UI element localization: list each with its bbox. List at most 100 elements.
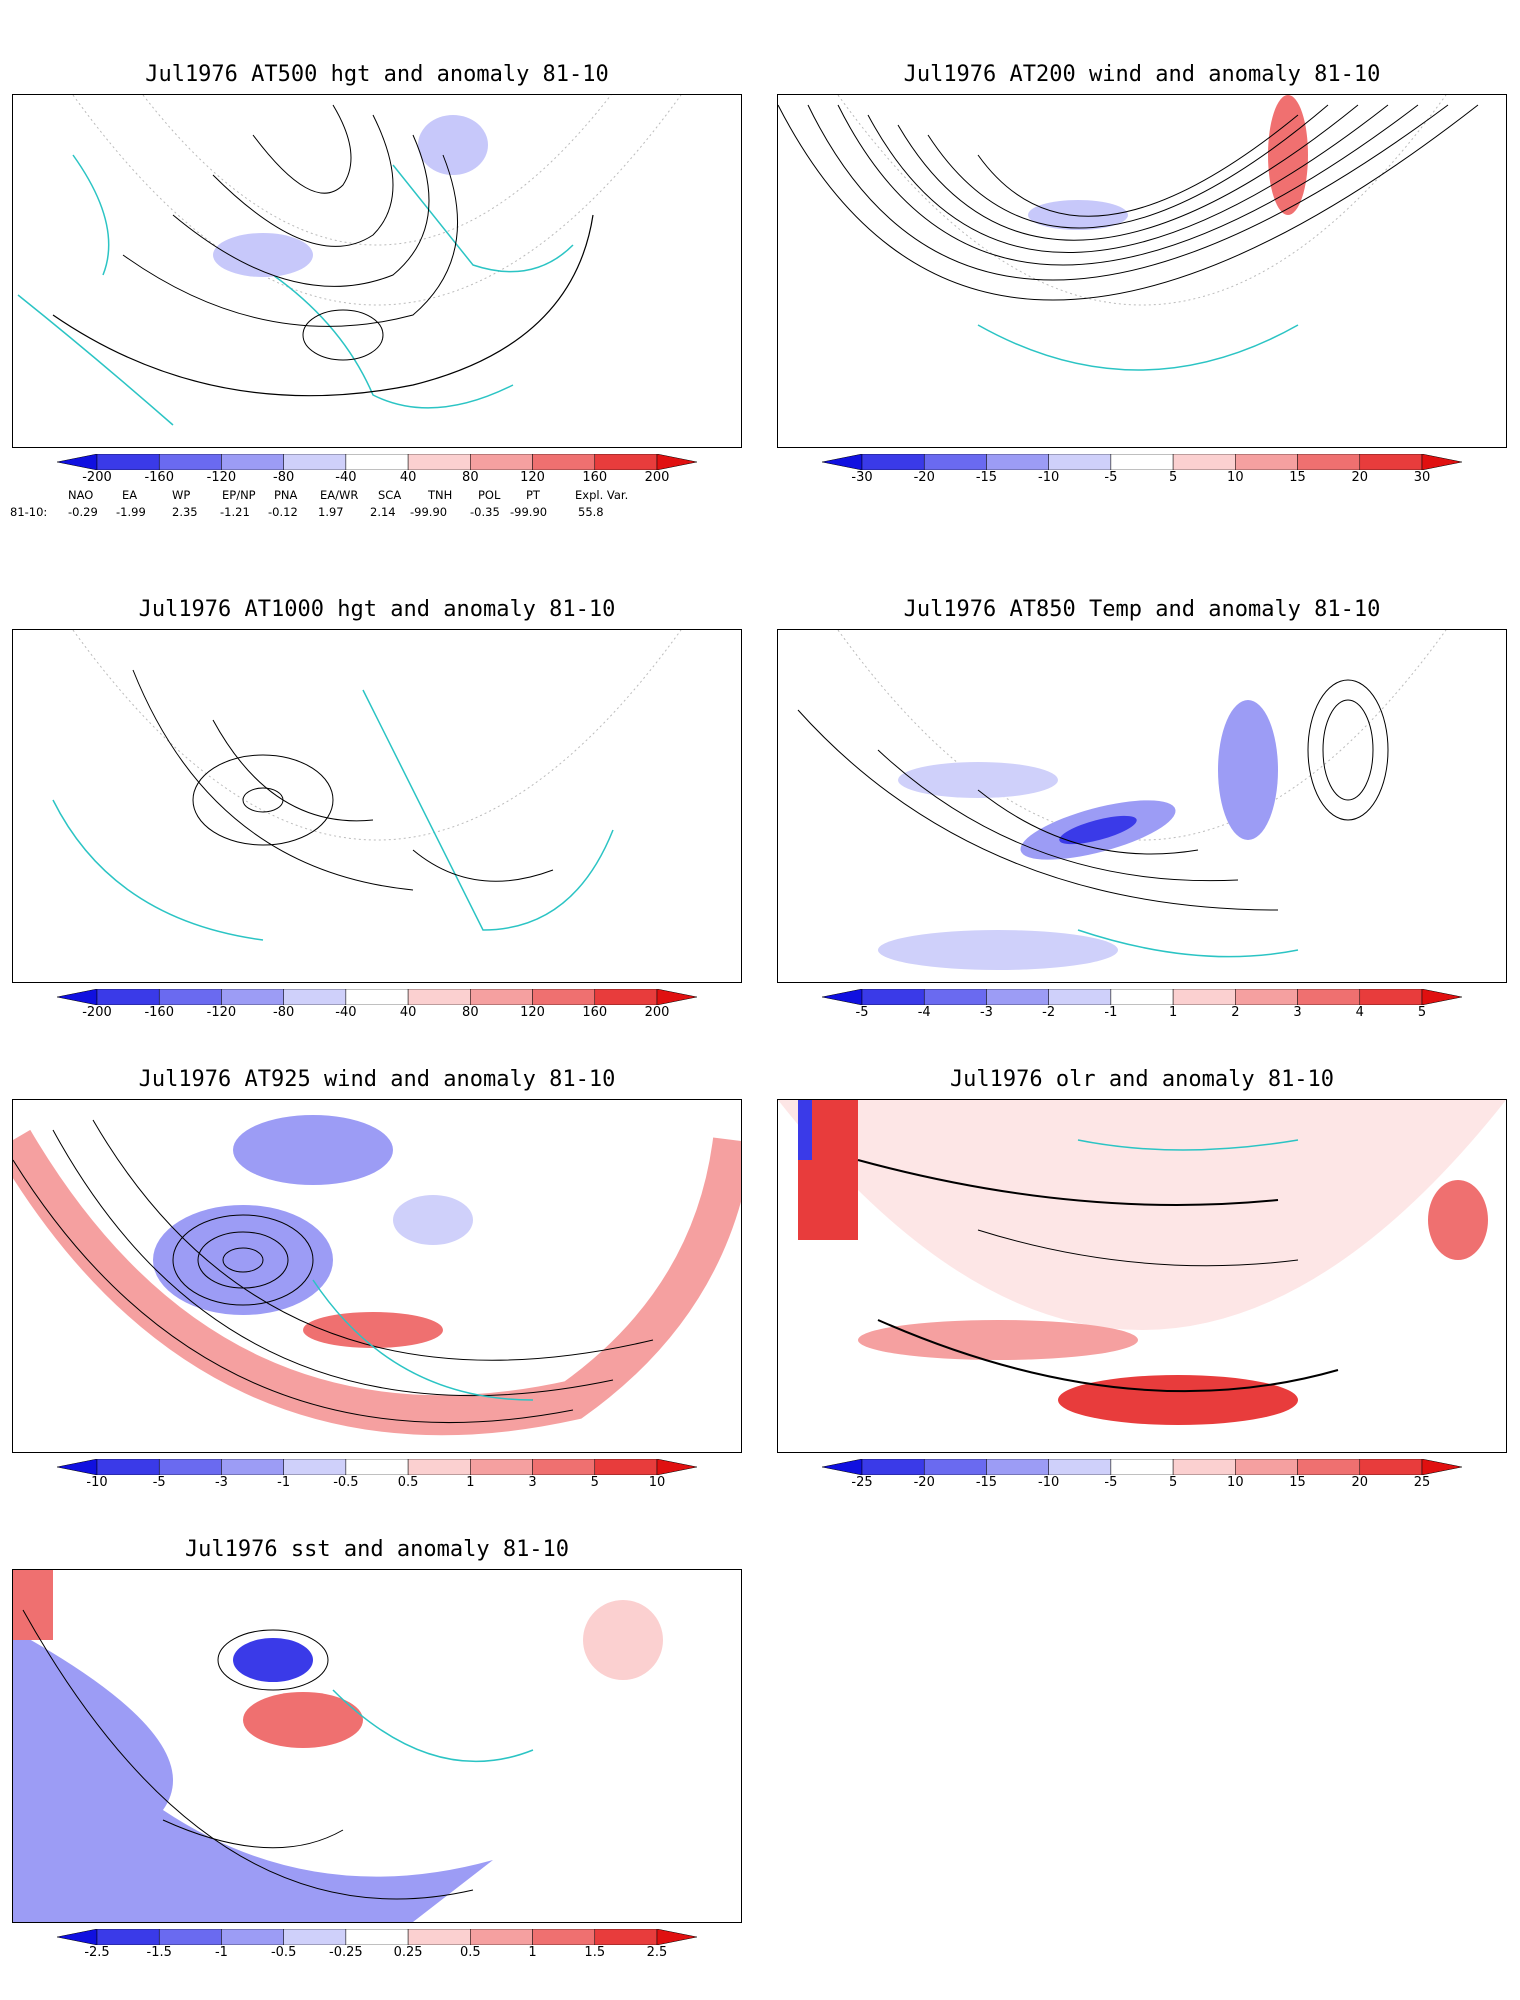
- colorbar-segment: [986, 1458, 1049, 1476]
- colorbar-tick-label: -200: [82, 1005, 112, 1020]
- panel-1000hgt: Jul1976 AT1000 hgt and anomaly 81-10 -20…: [12, 595, 742, 1035]
- colorbar-segment: [96, 1928, 160, 1946]
- colorbar-segment: [283, 1928, 347, 1946]
- colorbar-tick-label: -10: [1038, 1475, 1060, 1490]
- teleconnection-header: EA/WR: [320, 488, 359, 502]
- colorbar-segment: [283, 988, 347, 1006]
- colorbar-tick-label: -80: [273, 1005, 295, 1020]
- colorbar-tick-label: 40: [399, 1005, 417, 1020]
- panel-sst: Jul1976 sst and anomaly 81-10 -2.5 -1.5 -1…: [12, 1535, 742, 1975]
- colorbar-tick-label: 40: [399, 470, 417, 485]
- colorbar-segment: [923, 1458, 987, 1476]
- colorbar-segment: [923, 988, 987, 1006]
- colorbar-tick-label: -15: [975, 1475, 998, 1490]
- colorbar-segment: [861, 1458, 925, 1476]
- colorbar-segment: [1110, 453, 1174, 471]
- panel-title: Jul1976 AT850 Temp and anomaly 81-10: [903, 597, 1381, 622]
- panel-title: Jul1976 AT200 wind and anomaly 81-10: [903, 62, 1381, 87]
- panel-500hgt: Jul1976 AT500 hgt and anomaly 81-10 -200…: [12, 60, 742, 500]
- colorbar-segment: [594, 1928, 658, 1946]
- colorbar-segment: [594, 453, 658, 471]
- colorbar-arrow-right: [656, 1458, 698, 1476]
- colorbar-tick-label: -5: [1104, 470, 1118, 485]
- colorbar-segment: [345, 1458, 409, 1476]
- colorbar-tick-label: 1: [1168, 1005, 1178, 1020]
- colorbar-segment: [1048, 453, 1112, 471]
- teleconnection-header: WP: [172, 488, 191, 502]
- colorbar: -25 -20 -15 -10 -5 5 10 15 20 25: [821, 1458, 1463, 1490]
- panel-title: Jul1976 AT1000 hgt and anomaly 81-10: [138, 597, 616, 622]
- colorbar-segment: [532, 453, 596, 471]
- colorbar-tick-label: 120: [520, 470, 545, 485]
- colorbar: -10 -5 -3 -1 -0.5 0.5 1 3 5 10: [56, 1458, 698, 1490]
- colorbar-tick-label: 1: [528, 1945, 537, 1960]
- colorbar-tick-label: 200: [644, 470, 670, 485]
- colorbar-tick-label: 20: [1351, 470, 1369, 485]
- colorbar-segment: [1297, 1458, 1361, 1476]
- panel-title: Jul1976 sst and anomaly 81-10: [184, 1537, 570, 1562]
- panel-title: Jul1976 olr and anomaly 81-10: [949, 1067, 1335, 1092]
- teleconnection-value: -0.29: [68, 505, 98, 519]
- colorbar-segment: [221, 1458, 284, 1476]
- colorbar-tick-label: -80: [273, 470, 295, 485]
- colorbar: -200 -160 -120 -80 -40 40 80 120 160 200: [56, 988, 698, 1020]
- colorbar-tick-label: -1: [277, 1475, 291, 1490]
- colorbar-segment: [1172, 1458, 1236, 1476]
- colorbar-segment: [532, 988, 596, 1006]
- colorbar-tick-label: 1: [466, 1475, 475, 1490]
- teleconnection-value: 2.14: [370, 505, 396, 519]
- colorbar-tick-label: 160: [582, 1005, 608, 1020]
- teleconnection-value: 55.8: [578, 505, 604, 519]
- colorbar-tick-label: -4: [917, 1005, 931, 1020]
- colorbar-arrow-right: [1421, 453, 1463, 471]
- colorbar-segment: [1235, 453, 1298, 471]
- colorbar-segment: [861, 453, 925, 471]
- colorbar-tick-label: 200: [644, 1005, 670, 1020]
- colorbar-segment: [158, 1458, 222, 1476]
- colorbar-tick-label: -1: [1104, 1005, 1118, 1020]
- colorbar-tick-label: 20: [1351, 1475, 1369, 1490]
- colorbar-segment: [1235, 1458, 1298, 1476]
- colorbar-arrow-right: [656, 1928, 698, 1946]
- colorbar-segment: [221, 453, 284, 471]
- panel-title: Jul1976 AT500 hgt and anomaly 81-10: [145, 62, 609, 87]
- colorbar-tick-label: -1.5: [146, 1945, 172, 1960]
- panel-olr: Jul1976 olr and anomaly 81-10 -25 -20 -15-…: [777, 1065, 1507, 1505]
- colorbar-segment: [470, 453, 533, 471]
- colorbar: -200 -160 -120 -80 -40 40 80 120 160 200: [56, 453, 698, 485]
- colorbar-segment: [345, 988, 409, 1006]
- colorbar-arrow-left: [56, 1928, 98, 1946]
- teleconnection-header: SCA: [378, 488, 402, 502]
- panel-925wind: Jul1976 AT925 wind and anomaly 81-10 -10…: [12, 1065, 742, 1505]
- colorbar-arrow-left: [56, 988, 98, 1006]
- colorbar-tick-label: 120: [520, 1005, 545, 1020]
- teleconnection-header: EA: [122, 488, 138, 502]
- colorbar-segment: [1048, 988, 1112, 1006]
- colorbar-segment: [1235, 988, 1298, 1006]
- map: [12, 629, 742, 983]
- colorbar-segment: [1359, 453, 1423, 471]
- colorbar-tick-label: -0.25: [329, 1945, 363, 1960]
- colorbar-tick-label: 3: [1293, 1005, 1302, 1020]
- colorbar-segment: [1048, 1458, 1112, 1476]
- colorbar-tick-label: -160: [144, 1005, 174, 1020]
- colorbar-tick-label: -5: [152, 1475, 166, 1490]
- colorbar-segment: [1172, 988, 1236, 1006]
- colorbar-arrow-left: [56, 1458, 98, 1476]
- colorbar-tick-label: -120: [206, 1005, 237, 1020]
- colorbar-segment: [158, 988, 222, 1006]
- colorbar-tick-label: -200: [82, 470, 112, 485]
- teleconnection-header: TNH: [428, 488, 453, 502]
- colorbar-arrow-left: [821, 1458, 863, 1476]
- colorbar-segment: [594, 988, 658, 1006]
- colorbar-tick-label: -10: [1038, 470, 1060, 485]
- colorbar-tick-label: 10: [1227, 1475, 1244, 1490]
- colorbar: -2.5 -1.5 -1 -0.5 -0.25 0.25 0.5 1 1.5 2.5: [56, 1928, 698, 1960]
- teleconnection-value: 1.97: [318, 505, 344, 519]
- colorbar-segment: [221, 988, 284, 1006]
- teleconnection-value: -1.99: [116, 505, 146, 519]
- colorbar-tick-label: -3: [214, 1475, 228, 1490]
- colorbar-segment: [594, 1458, 658, 1476]
- colorbar-tick-label: 3: [528, 1475, 537, 1490]
- colorbar-tick-label: 160: [582, 470, 608, 485]
